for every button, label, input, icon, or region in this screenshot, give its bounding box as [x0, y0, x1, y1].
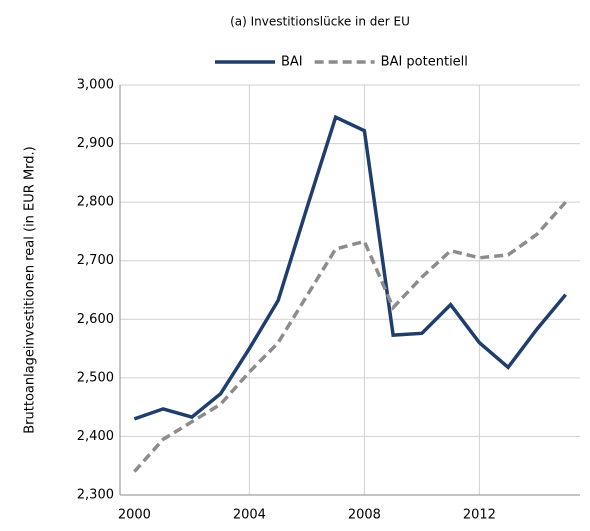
y-tick-label: 2,800	[77, 195, 114, 210]
x-tick-label: 2008	[348, 508, 381, 523]
series-line	[133, 114, 567, 421]
x-tick-label: 2004	[233, 508, 266, 523]
y-tick-label: 2,400	[77, 429, 114, 444]
chart-title: (a) Investitionslücke in der EU	[230, 15, 410, 29]
y-tick-label: 2,900	[77, 136, 114, 151]
x-tick-label: 2012	[463, 508, 496, 523]
y-tick-label: 2,500	[77, 370, 114, 385]
legend-label: BAI potentiell	[381, 55, 468, 70]
x-tick-label: 2000	[118, 508, 151, 523]
y-tick-label: 2,600	[77, 312, 114, 327]
y-tick-label: 2,700	[77, 253, 114, 268]
legend-label: BAI	[281, 55, 303, 70]
y-tick-label: 2,300	[77, 488, 114, 503]
series-line	[133, 200, 567, 473]
y-tick-label: 3,000	[77, 78, 114, 93]
y-axis-label: Bruttoanlageinvestitionen real (in EUR M…	[23, 146, 38, 434]
